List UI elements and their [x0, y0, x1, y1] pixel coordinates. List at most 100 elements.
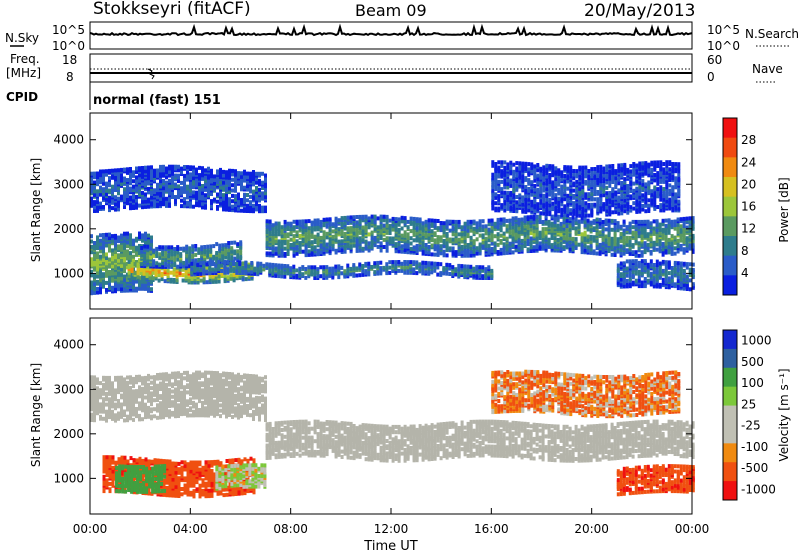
heatmap-cell [548, 180, 552, 185]
heatmap-cell [421, 240, 425, 245]
heatmap-cell [141, 169, 144, 174]
heatmap-cell [551, 169, 555, 174]
heatmap-cell [310, 247, 314, 252]
heatmap-cell [539, 186, 543, 191]
heatmap-cell [610, 218, 614, 223]
heatmap-cell [559, 221, 563, 226]
heatmap-cell [210, 168, 213, 173]
heatmap-cell [491, 206, 495, 211]
heatmap-cell [105, 232, 108, 237]
heatmap-cell [616, 224, 620, 229]
heatmap-cell [117, 265, 120, 270]
cpid-value: normal (fast) 151 [93, 93, 221, 108]
heatmap-cell [229, 267, 233, 272]
heatmap-cell [427, 261, 431, 266]
heatmap-cell [235, 265, 239, 270]
heatmap-cell [150, 239, 153, 244]
heatmap-cell [631, 230, 635, 235]
heatmap-cell [319, 265, 323, 270]
heatmap-cell [340, 216, 344, 221]
heatmap-cell [261, 180, 264, 185]
heatmap-cell [445, 262, 449, 267]
heatmap-cell [271, 246, 275, 251]
heatmap-cell [310, 220, 314, 225]
heatmap-cell [394, 242, 398, 247]
heatmap-cell [102, 242, 105, 246]
heatmap-cell [535, 232, 539, 237]
heatmap-cell [409, 246, 413, 251]
heatmap-cell [400, 249, 404, 254]
heatmap-cell [484, 267, 488, 272]
heatmap-cell [599, 164, 603, 169]
heatmap-cell [304, 267, 308, 271]
heatmap-cell [481, 265, 485, 270]
heatmap-cell [340, 271, 344, 276]
heatmap-cell [186, 184, 189, 189]
heatmap-cell [581, 188, 585, 193]
heatmap-cell [584, 195, 588, 200]
heatmap-cell [550, 243, 554, 248]
heatmap-cell [316, 232, 320, 237]
heatmap-cell [682, 247, 686, 252]
heatmap-cell [255, 180, 258, 185]
heatmap-cell [114, 264, 117, 269]
heatmap-cell [147, 281, 150, 286]
heatmap-cell [143, 253, 147, 258]
heatmap-cell [499, 239, 503, 243]
heatmap-cell [102, 187, 105, 192]
heatmap-cell [219, 198, 222, 203]
heatmap-cell [424, 243, 428, 247]
heatmap-cell [545, 197, 549, 202]
heatmap-cell [586, 218, 590, 223]
heatmap-cell [219, 180, 222, 185]
heatmap-cell [96, 290, 99, 295]
heatmap-cell [611, 210, 615, 215]
heatmap-cell [518, 179, 522, 184]
heatmap-cell [563, 213, 567, 218]
heatmap-cell [520, 228, 524, 233]
heatmap-cell [264, 173, 267, 178]
heatmap-cell [316, 218, 320, 223]
heatmap-cell [397, 245, 401, 250]
heatmap-cell [590, 170, 594, 175]
heatmap-cell [217, 260, 221, 265]
heatmap-cell [358, 273, 362, 278]
heatmap-cell [349, 266, 353, 271]
heatmap-cell [117, 180, 120, 185]
heatmap-cell [655, 238, 659, 243]
heatmap-cell [355, 238, 359, 243]
heatmap-cell [250, 266, 254, 271]
heatmap-cell [523, 215, 527, 220]
heatmap-cell [503, 190, 507, 195]
heatmap-cell [286, 252, 290, 256]
heatmap-cell [334, 248, 338, 253]
heatmap-cell [310, 240, 314, 245]
heatmap-cell [427, 245, 431, 249]
heatmap-cell [598, 225, 602, 229]
heatmap-cell [533, 209, 537, 213]
heatmap-cell [604, 218, 608, 223]
heatmap-cell [373, 214, 377, 219]
heatmap-cell [587, 213, 591, 218]
heatmap-cell [144, 180, 147, 184]
heatmap-cell [451, 237, 455, 242]
heatmap-cell [222, 180, 225, 185]
heatmap-cell [331, 266, 335, 271]
heatmap-cell [427, 250, 431, 255]
heatmap-cell [224, 243, 228, 248]
heatmap-cell [578, 176, 582, 181]
heatmap-cell [212, 244, 216, 249]
heatmap-cell [508, 225, 512, 230]
heatmap-cell [601, 227, 605, 232]
heatmap-cell [614, 183, 618, 188]
heatmap-cell [189, 172, 192, 177]
heatmap-cell [503, 208, 507, 213]
heatmap-cell [545, 187, 549, 191]
heatmap-cell [252, 194, 255, 199]
heatmap-cell [183, 177, 186, 182]
heatmap-cell [466, 243, 470, 247]
heatmap-cell [108, 176, 111, 181]
heatmap-cell [271, 237, 275, 242]
heatmap-cell [379, 260, 383, 265]
heatmap-cell [337, 218, 341, 223]
